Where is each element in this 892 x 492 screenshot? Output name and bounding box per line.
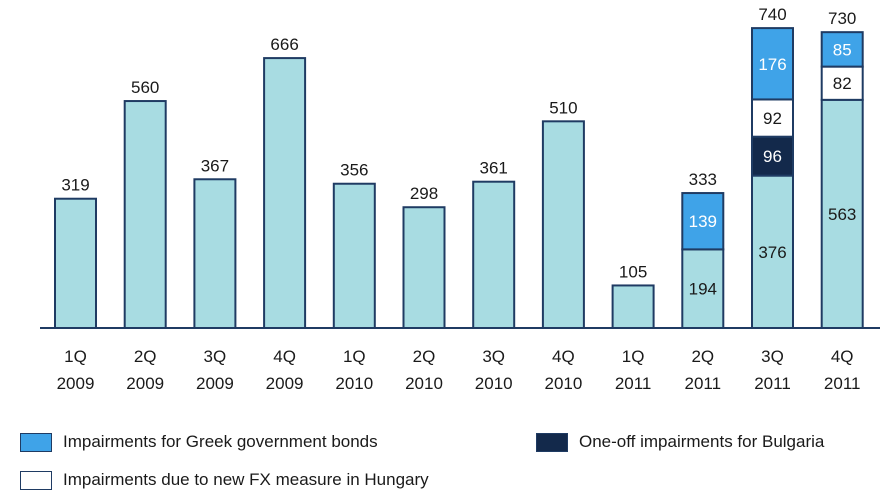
x-tick-label-quarter-4q-2009: 4Q	[273, 347, 296, 366]
bar-segment-bulgaria-3q-2011	[751, 135, 794, 177]
x-tick-label-year-4q-2009: 2009	[266, 374, 304, 393]
legend-swatch-hungary	[20, 470, 52, 490]
impairments-bar-chart: 319 1Q 2009 560 2Q 2009 367 3Q 2009 666 4Q 2009 356 1…	[40, 5, 880, 393]
total-value-label-4q-2011: 730	[828, 9, 856, 28]
segment-value-label-hungary-4q-2011: 82	[833, 74, 852, 93]
bar-segment-greek-3q-2011	[751, 27, 794, 101]
total-value-label-4q-2010: 510	[549, 98, 577, 117]
x-tick-label-year-4q-2011: 2011	[824, 374, 861, 393]
total-value-label-2q-2011: 333	[689, 170, 717, 189]
x-tick-label-year-3q-2009: 2009	[196, 374, 234, 393]
x-tick-label-quarter-3q-2009: 3Q	[204, 347, 227, 366]
x-tick-label-year-3q-2011: 2011	[754, 374, 791, 393]
x-tick-label-year-3q-2010: 2010	[475, 374, 513, 393]
x-tick-label-year-4q-2010: 2010	[544, 374, 582, 393]
bar-segment-hungary-4q-2011	[820, 65, 864, 101]
x-tick-label-quarter-1q-2011: 1Q	[622, 347, 645, 366]
legend-swatch-greek	[20, 432, 52, 452]
segment-value-label-hungary-3q-2011: 92	[763, 109, 782, 128]
total-value-label-1q-2010: 356	[340, 161, 368, 180]
bar-segment-base-1q-2010	[332, 182, 376, 329]
x-tick-label-year-1q-2010: 2010	[335, 374, 373, 393]
total-value-label-3q-2010: 361	[480, 159, 508, 178]
total-value-label-1q-2011: 105	[619, 262, 647, 281]
segment-value-label-greek-3q-2011: 176	[758, 55, 786, 74]
x-tick-label-quarter-3q-2010: 3Q	[482, 347, 505, 366]
x-tick-label-year-2q-2010: 2010	[405, 374, 443, 393]
legend-label-bulgaria: One-off impairments for Bulgaria	[579, 432, 825, 451]
legend-item-hungary: Impairments due to new FX measure in Hun…	[20, 470, 429, 490]
segment-value-label-greek-4q-2011: 85	[833, 40, 852, 59]
x-tick-label-year-1q-2009: 2009	[57, 374, 95, 393]
x-tick-label-year-2q-2009: 2009	[126, 374, 164, 393]
x-tick-label-quarter-3q-2011: 3Q	[761, 347, 784, 366]
total-value-label-3q-2009: 367	[201, 156, 229, 175]
total-value-label-3q-2011: 740	[758, 5, 786, 24]
x-tick-label-quarter-2q-2010: 2Q	[413, 347, 436, 366]
bar-segment-base-3q-2010	[472, 180, 516, 329]
x-tick-label-quarter-2q-2011: 2Q	[691, 347, 714, 366]
legend-label-greek: Impairments for Greek government bonds	[63, 432, 378, 451]
x-tick-label-quarter-2q-2009: 2Q	[134, 347, 157, 366]
bar-segment-base-1q-2011	[611, 284, 655, 330]
total-value-label-4q-2009: 666	[270, 35, 298, 54]
bar-segment-greek-2q-2011	[681, 192, 725, 251]
bar-segment-greek-4q-2011	[820, 31, 864, 68]
bar-segment-base-3q-2009	[193, 178, 237, 329]
segment-value-label-base-3q-2011: 376	[758, 243, 786, 262]
x-tick-label-quarter-1q-2009: 1Q	[64, 347, 87, 366]
total-value-label-2q-2010: 298	[410, 184, 438, 203]
x-tick-label-year-2q-2011: 2011	[685, 374, 722, 393]
x-tick-label-quarter-1q-2010: 1Q	[343, 347, 366, 366]
total-value-label-2q-2009: 560	[131, 78, 159, 97]
bar-segment-base-2q-2009	[123, 100, 167, 329]
bar-segment-base-2q-2010	[402, 206, 446, 329]
segment-value-label-greek-2q-2011: 139	[689, 212, 717, 231]
x-tick-label-year-1q-2011: 2011	[615, 374, 652, 393]
x-tick-label-quarter-4q-2010: 4Q	[552, 347, 575, 366]
bar-segment-base-2q-2011	[681, 248, 725, 330]
legend-label-hungary: Impairments due to new FX measure in Hun…	[63, 470, 429, 489]
bar-segment-base-1q-2009	[54, 197, 97, 329]
legend-item-bulgaria: One-off impairments for Bulgaria	[536, 432, 824, 452]
segment-value-label-base-2q-2011: 194	[689, 280, 717, 299]
legend-item-greek: Impairments for Greek government bonds	[20, 432, 378, 452]
bar-segment-base-4q-2010	[541, 120, 585, 329]
segment-value-label-bulgaria-3q-2011: 96	[763, 147, 782, 166]
bar-segment-base-4q-2009	[263, 57, 307, 330]
x-tick-label-quarter-4q-2011: 4Q	[831, 347, 854, 366]
total-value-label-1q-2009: 319	[61, 176, 89, 195]
legend-swatch-bulgaria	[536, 432, 568, 452]
segment-value-label-base-4q-2011: 563	[828, 205, 856, 224]
